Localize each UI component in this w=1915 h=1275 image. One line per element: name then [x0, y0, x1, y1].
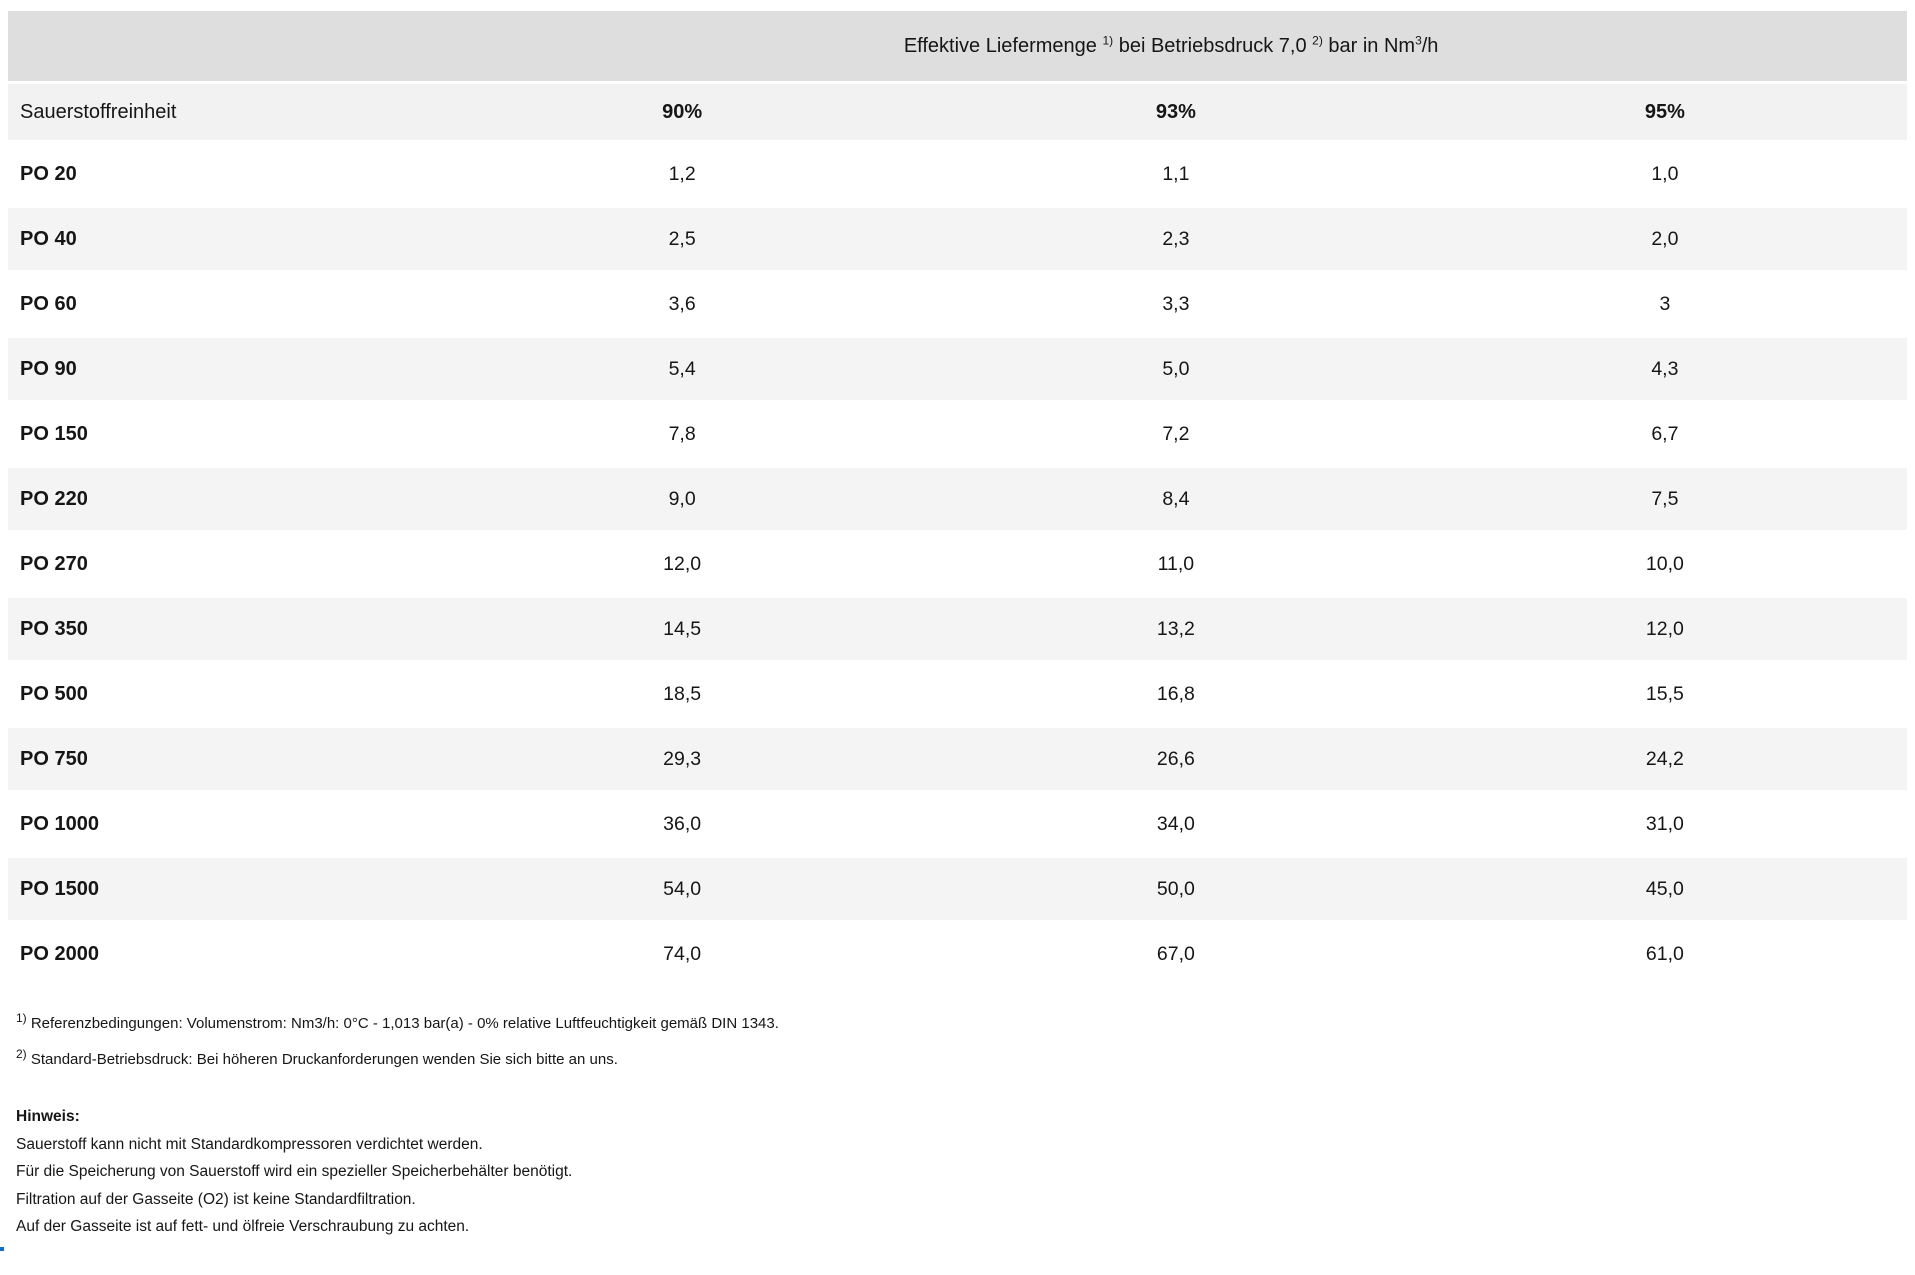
value-95: 7,5 — [1422, 468, 1907, 530]
model-label: PO 220 — [8, 468, 436, 530]
value-90: 3,6 — [435, 273, 929, 335]
footnotes-section: 1) Referenzbedingungen: Volumenstrom: Nm… — [8, 1011, 1907, 1070]
table-row: PO 2000 74,0 67,0 61,0 — [8, 923, 1907, 985]
value-90: 7,8 — [435, 403, 929, 465]
title-text-3: bar in Nm — [1322, 34, 1416, 57]
purity-label: Sauerstoffreinheit — [8, 84, 436, 140]
value-95: 61,0 — [1422, 923, 1907, 985]
title-row-spacer — [8, 11, 436, 81]
model-label: PO 500 — [8, 663, 436, 725]
table-row: PO 40 2,5 2,3 2,0 — [8, 208, 1907, 270]
model-label: PO 1500 — [8, 858, 436, 920]
value-93: 3,3 — [929, 273, 1423, 335]
value-95: 24,2 — [1422, 728, 1907, 790]
column-header-row: Sauerstoffreinheit 90% 93% 95% — [8, 84, 1907, 140]
datasheet-table-section: Effektive Liefermenge 1) bei Betriebsdru… — [8, 8, 1907, 1235]
title-text-2: bei Betriebsdruck 7,0 — [1113, 34, 1313, 57]
table-title-row: Effektive Liefermenge 1) bei Betriebsdru… — [8, 11, 1907, 81]
value-93: 26,6 — [929, 728, 1423, 790]
value-95: 15,5 — [1422, 663, 1907, 725]
note-line: Auf der Gasseite ist auf fett- und ölfre… — [16, 1217, 470, 1235]
title-unit-exponent: 3 — [1415, 32, 1422, 47]
table-row: PO 150 7,8 7,2 6,7 — [8, 403, 1907, 465]
footnote-2-marker: 2) — [16, 1046, 27, 1061]
value-93: 34,0 — [929, 793, 1423, 855]
value-93: 1,1 — [929, 143, 1423, 205]
value-95: 3 — [1422, 273, 1907, 335]
model-label: PO 270 — [8, 533, 436, 595]
value-95: 45,0 — [1422, 858, 1907, 920]
value-95: 12,0 — [1422, 598, 1907, 660]
title-footnote-ref-2: 2) — [1312, 32, 1323, 47]
title-text-1: Effektive Liefermenge — [903, 34, 1103, 57]
footnote-1: 1) Referenzbedingungen: Volumenstrom: Nm… — [16, 1011, 1907, 1034]
value-95: 6,7 — [1422, 403, 1907, 465]
table-row: PO 1500 54,0 50,0 45,0 — [8, 858, 1907, 920]
model-label: PO 350 — [8, 598, 436, 660]
value-90: 74,0 — [435, 923, 929, 985]
value-95: 31,0 — [1422, 793, 1907, 855]
column-header-90: 90% — [435, 84, 929, 140]
value-93: 2,3 — [929, 208, 1423, 270]
value-90: 2,5 — [435, 208, 929, 270]
table-row: PO 220 9,0 8,4 7,5 — [8, 468, 1907, 530]
table-row: PO 500 18,5 16,8 15,5 — [8, 663, 1907, 725]
note-section: Hinweis: Sauerstoff kann nicht mit Stand… — [8, 1108, 1907, 1235]
value-90: 5,4 — [435, 338, 929, 400]
table-title: Effektive Liefermenge 1) bei Betriebsdru… — [435, 11, 1907, 81]
value-90: 29,3 — [435, 728, 929, 790]
value-95: 1,0 — [1422, 143, 1907, 205]
value-90: 36,0 — [435, 793, 929, 855]
footnote-2: 2) Standard-Betriebsdruck: Bei höheren D… — [16, 1046, 1907, 1070]
value-90: 14,5 — [435, 598, 929, 660]
table-row: PO 60 3,6 3,3 3 — [8, 273, 1907, 335]
note-line: Für die Speicherung von Sauerstoff wird … — [16, 1163, 573, 1181]
table-row: PO 350 14,5 13,2 12,0 — [8, 598, 1907, 660]
note-heading: Hinweis: — [16, 1108, 80, 1125]
value-93: 67,0 — [929, 923, 1423, 985]
footnote-2-text: Standard-Betriebsdruck: Bei höheren Druc… — [26, 1050, 618, 1068]
column-header-95: 95% — [1422, 84, 1907, 140]
model-label: PO 150 — [8, 403, 436, 465]
model-label: PO 90 — [8, 338, 436, 400]
table-row: PO 1000 36,0 34,0 31,0 — [8, 793, 1907, 855]
title-text-4: /h — [1421, 34, 1439, 57]
value-95: 4,3 — [1422, 338, 1907, 400]
value-90: 9,0 — [435, 468, 929, 530]
note-line: Filtration auf der Gasseite (O2) ist kei… — [16, 1190, 416, 1208]
model-label: PO 20 — [8, 143, 436, 205]
value-93: 16,8 — [929, 663, 1423, 725]
value-90: 1,2 — [435, 143, 929, 205]
table-row: PO 750 29,3 26,6 24,2 — [8, 728, 1907, 790]
column-header-93: 93% — [929, 84, 1423, 140]
table-row: PO 20 1,2 1,1 1,0 — [8, 143, 1907, 205]
value-93: 50,0 — [929, 858, 1423, 920]
value-95: 10,0 — [1422, 533, 1907, 595]
value-93: 7,2 — [929, 403, 1423, 465]
value-93: 13,2 — [929, 598, 1423, 660]
footnote-1-text: Referenzbedingungen: Volumenstrom: Nm3/h… — [26, 1015, 779, 1032]
table-row: PO 270 12,0 11,0 10,0 — [8, 533, 1907, 595]
table-row: PO 90 5,4 5,0 4,3 — [8, 338, 1907, 400]
title-footnote-ref-1: 1) — [1102, 32, 1114, 47]
value-90: 18,5 — [435, 663, 929, 725]
note-line: Sauerstoff kann nicht mit Standardkompre… — [16, 1136, 483, 1153]
model-label: PO 750 — [8, 728, 436, 790]
stray-blue-dot — [0, 1247, 4, 1251]
delivery-rate-table: Effektive Liefermenge 1) bei Betriebsdru… — [8, 8, 1907, 988]
value-93: 5,0 — [929, 338, 1423, 400]
value-95: 2,0 — [1422, 208, 1907, 270]
model-label: PO 60 — [8, 273, 436, 335]
model-label: PO 1000 — [8, 793, 436, 855]
value-90: 54,0 — [435, 858, 929, 920]
model-label: PO 40 — [8, 208, 436, 270]
value-93: 8,4 — [929, 468, 1423, 530]
value-93: 11,0 — [929, 533, 1423, 595]
value-90: 12,0 — [435, 533, 929, 595]
footnote-1-marker: 1) — [16, 1011, 27, 1025]
model-label: PO 2000 — [8, 923, 436, 985]
